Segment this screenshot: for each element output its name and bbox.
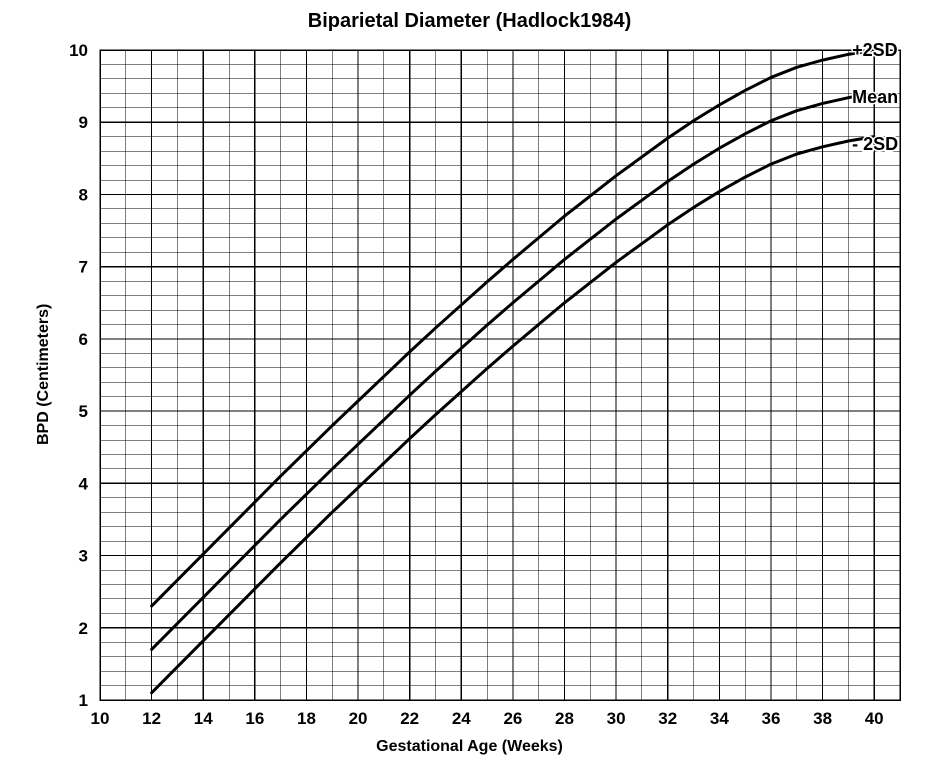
chart-svg: 1012141618202224262830323436384012345678… xyxy=(0,0,939,781)
x-tick-label: 10 xyxy=(91,709,110,728)
y-tick-label: 2 xyxy=(79,619,88,638)
y-tick-label: 4 xyxy=(79,474,89,493)
x-tick-label: 30 xyxy=(607,709,626,728)
x-tick-label: 18 xyxy=(297,709,316,728)
x-tick-label: 36 xyxy=(762,709,781,728)
series-label-+2SD: +2SD xyxy=(852,40,898,60)
series-label-Mean: Mean xyxy=(852,87,898,107)
y-tick-label: 8 xyxy=(79,185,88,204)
x-tick-label: 26 xyxy=(503,709,522,728)
chart-container: Biparietal Diameter (Hadlock1984) BPD (C… xyxy=(0,0,939,781)
x-tick-label: 12 xyxy=(142,709,161,728)
y-tick-label: 5 xyxy=(79,402,88,421)
chart-title: Biparietal Diameter (Hadlock1984) xyxy=(0,10,939,33)
x-axis-label: Gestational Age (Weeks) xyxy=(0,738,939,756)
x-tick-label: 24 xyxy=(452,709,471,728)
y-tick-label: 10 xyxy=(69,41,88,60)
x-tick-label: 40 xyxy=(865,709,884,728)
y-tick-label: 9 xyxy=(79,113,88,132)
x-tick-label: 14 xyxy=(194,709,213,728)
x-tick-label: 32 xyxy=(658,709,677,728)
y-tick-label: 1 xyxy=(79,691,88,710)
y-tick-label: 3 xyxy=(79,547,88,566)
series-label--2SD: - 2SD xyxy=(852,134,898,154)
x-tick-label: 38 xyxy=(813,709,832,728)
x-tick-label: 22 xyxy=(400,709,419,728)
x-tick-label: 20 xyxy=(349,709,368,728)
x-tick-label: 16 xyxy=(245,709,264,728)
x-tick-label: 34 xyxy=(710,709,729,728)
y-tick-label: 6 xyxy=(79,330,88,349)
x-tick-label: 28 xyxy=(555,709,574,728)
y-tick-label: 7 xyxy=(79,258,88,277)
y-axis-label: BPD (Centimeters) xyxy=(35,304,53,445)
